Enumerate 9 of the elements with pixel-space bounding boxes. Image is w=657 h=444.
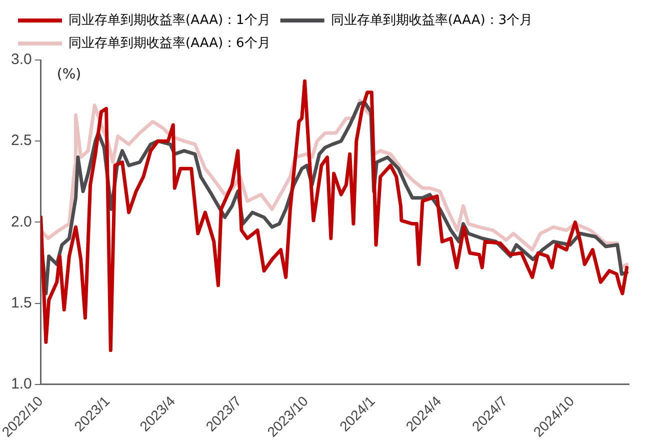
legend-label: 同业存单到期收益率(AAA)：6个月 <box>68 34 270 51</box>
y-tick-label: 1.0 <box>10 375 32 392</box>
y-axis-title: (%) <box>56 66 82 83</box>
legend-label: 同业存单到期收益率(AAA)：1个月 <box>68 12 270 28</box>
y-tick-label: 2.5 <box>10 132 32 150</box>
legend-label: 同业存单到期收益率(AAA)：3个月 <box>330 12 533 28</box>
y-tick-label: 3.0 <box>10 51 32 68</box>
y-tick-label: 1.5 <box>10 294 32 312</box>
y-tick-label: 2.0 <box>10 213 32 230</box>
